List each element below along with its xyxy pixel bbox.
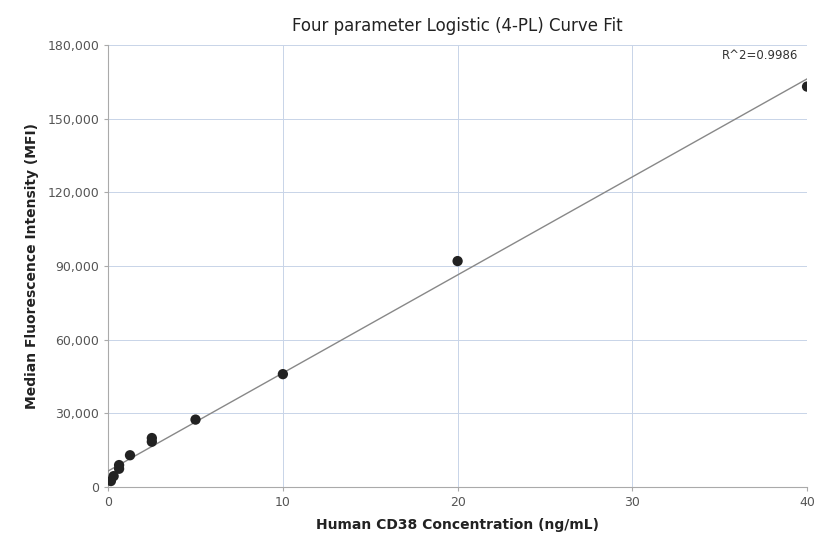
X-axis label: Human CD38 Concentration (ng/mL): Human CD38 Concentration (ng/mL) (316, 517, 599, 531)
Point (451, 256, 464, 265)
Point (146, 433, 159, 442)
Title: Four parameter Logistic (4-PL) Curve Fit: Four parameter Logistic (4-PL) Curve Fit (292, 17, 623, 35)
Text: R^2=0.9986: R^2=0.9986 (722, 49, 799, 62)
Point (123, 451, 136, 460)
Point (276, 370, 290, 379)
Point (800, 82, 814, 91)
Point (146, 437, 159, 446)
Point (112, 460, 126, 469)
Point (107, 472, 121, 480)
Point (112, 464, 126, 473)
Point (104, 477, 117, 486)
Y-axis label: Median Fluorescence Intensity (MFI): Median Fluorescence Intensity (MFI) (25, 123, 39, 409)
Point (189, 415, 202, 424)
